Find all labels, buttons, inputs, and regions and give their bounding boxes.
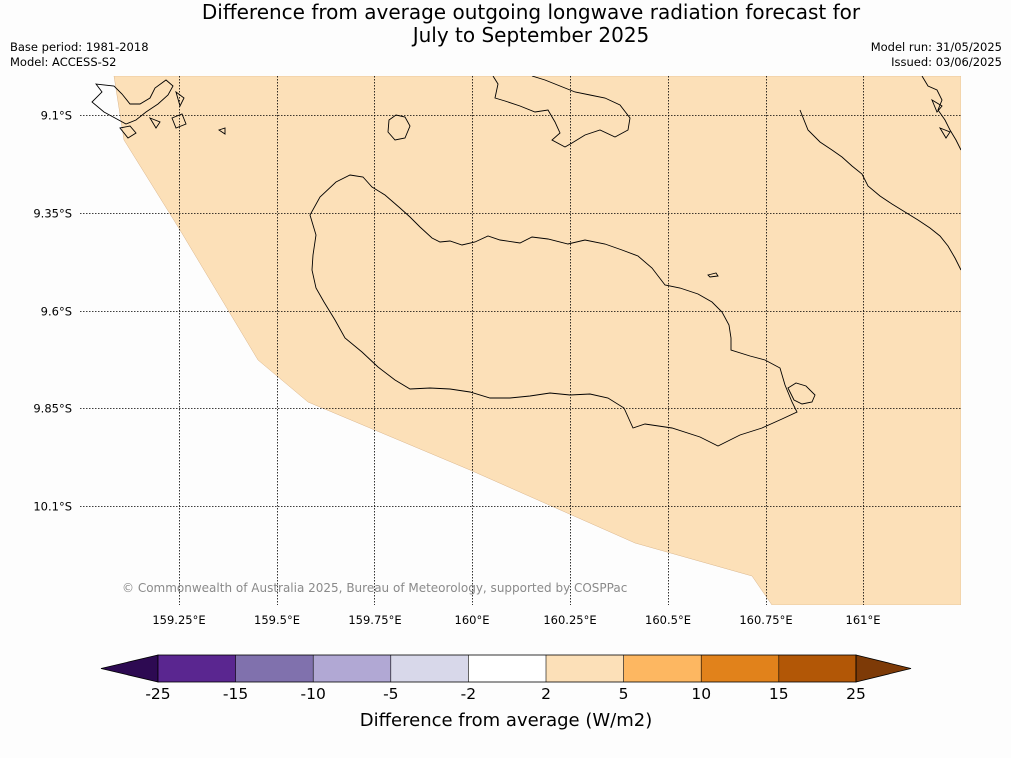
colorbar-tick-labels: -25 -15 -10 -5 -2 2 5 10 15 25 <box>145 685 866 703</box>
lon-tick-label: 159.5°E <box>254 613 300 627</box>
lon-tick-label: 160.75°E <box>739 613 792 627</box>
model-run-text: Model run: 31/05/2025 <box>870 40 1002 54</box>
colorbar-segment <box>701 655 779 682</box>
colorbar-tick-label: 15 <box>769 685 789 703</box>
colorbar-segment <box>390 655 469 682</box>
lat-tick-label: 10.1°S <box>33 500 72 514</box>
title-line-1: Difference from average outgoing longwav… <box>201 0 861 24</box>
issued-text: Issued: 03/06/2025 <box>891 55 1002 69</box>
colorbar-tick-label: 25 <box>846 685 866 703</box>
colorbar-tick-label: 10 <box>691 685 711 703</box>
colorbar-tick-label: -10 <box>301 685 326 703</box>
lon-tick-label: 159.25°E <box>152 613 205 627</box>
lat-tick-label: 9.85°S <box>33 402 72 416</box>
colorbar-extend-max <box>855 654 912 683</box>
colorbar-tick-label: -25 <box>145 685 170 703</box>
coastline-islet-east <box>787 382 816 405</box>
colorbar-tick-label: -5 <box>383 685 398 703</box>
coastline-northwest-fragments <box>119 90 226 139</box>
gridlines <box>80 76 961 605</box>
lat-tick-label: 9.35°S <box>33 207 72 221</box>
lon-tick-label: 160.5°E <box>645 613 691 627</box>
coastline-main-island <box>309 174 798 447</box>
coastline-islet-small <box>707 272 719 278</box>
colorbar-dividers <box>235 655 780 682</box>
colorbar-segment <box>778 655 857 682</box>
colorbar-tick-label: -15 <box>223 685 248 703</box>
coastline-northeast <box>921 76 961 151</box>
colorbar-outline <box>157 654 857 683</box>
colorbar-segment <box>313 655 391 682</box>
lat-tick-labels: 9.1°S 9.35°S 9.6°S 9.85°S 10.1°S <box>33 109 72 514</box>
colorbar-title: Difference from average (W/m2) <box>360 710 652 731</box>
coastline-northwest-islands <box>91 79 174 125</box>
map-panel: © Commonwealth of Australia 2025, Bureau… <box>80 76 961 605</box>
colorbar: -25 -15 -10 -5 -2 2 5 10 15 25 Differenc… <box>100 654 912 731</box>
lon-tick-label: 159.75°E <box>348 613 401 627</box>
coastline-north-islands <box>492 76 631 148</box>
lon-tick-labels: 159.25°E 159.5°E 159.75°E 160°E 160.25°E… <box>152 613 880 627</box>
colorbar-segment <box>546 655 624 682</box>
base-period-text: Base period: 1981-2018 <box>10 40 149 54</box>
lon-tick-label: 160°E <box>455 613 490 627</box>
colorbar-segment <box>623 655 702 682</box>
title-line-2: July to September 2025 <box>412 23 650 47</box>
coastline-east-island <box>799 109 961 271</box>
colorbar-tick-label: 2 <box>541 685 551 703</box>
lon-tick-label: 160.25°E <box>543 613 596 627</box>
meta-left: Base period: 1981-2018 Model: ACCESS-S2 <box>10 40 149 70</box>
colorbar-segment <box>468 655 546 682</box>
colorbar-segment <box>158 655 236 682</box>
copyright-credit: © Commonwealth of Australia 2025, Bureau… <box>122 581 627 595</box>
lat-tick-label: 9.1°S <box>41 109 72 123</box>
colorbar-extend-min <box>100 654 159 683</box>
coastlines <box>91 76 961 447</box>
coastline-island-round <box>387 114 411 141</box>
meta-right: Model run: 31/05/2025 Issued: 03/06/2025 <box>871 40 1002 70</box>
lat-tick-label: 9.6°S <box>41 305 72 319</box>
colorbar-tick-label: -2 <box>461 685 476 703</box>
model-text: Model: ACCESS-S2 <box>10 55 117 69</box>
colorbar-tick-label: 5 <box>619 685 629 703</box>
chart-title: Difference from average outgoing longwav… <box>0 1 1011 47</box>
lon-tick-label: 161°E <box>846 613 881 627</box>
colorbar-segment <box>235 655 314 682</box>
